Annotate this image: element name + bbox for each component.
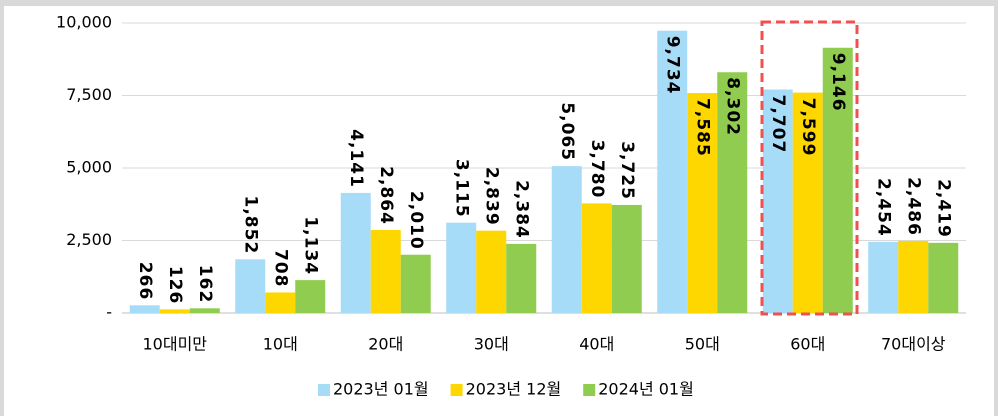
x-tick-label: 30대 bbox=[474, 335, 509, 354]
bar bbox=[400, 254, 431, 313]
legend-swatch bbox=[450, 384, 463, 396]
x-tick-label: 10대 bbox=[263, 335, 298, 354]
value-label: 2,486 bbox=[903, 177, 923, 236]
bar bbox=[868, 241, 899, 313]
bar bbox=[235, 259, 266, 313]
legend-swatch bbox=[318, 384, 330, 396]
value-label: 9,146 bbox=[828, 53, 848, 112]
bar bbox=[762, 89, 793, 313]
value-label: 3,115 bbox=[451, 159, 471, 218]
bar bbox=[792, 92, 823, 313]
bar bbox=[159, 309, 190, 313]
value-label: 2,839 bbox=[481, 167, 501, 226]
x-tick-label: 20대 bbox=[368, 335, 403, 354]
value-label: 3,725 bbox=[617, 141, 637, 200]
value-label: 2,454 bbox=[873, 178, 893, 237]
value-label: 266 bbox=[135, 262, 155, 301]
y-tick-label: 5,000 bbox=[66, 158, 112, 177]
bar bbox=[476, 230, 507, 313]
bar bbox=[898, 240, 929, 313]
value-label: 4,141 bbox=[346, 129, 366, 188]
highlight-box bbox=[760, 20, 859, 316]
value-label: 7,599 bbox=[798, 98, 818, 157]
value-label: 8,302 bbox=[722, 77, 742, 136]
x-tick-label: 60대 bbox=[790, 335, 825, 354]
value-label: 7,707 bbox=[768, 94, 788, 153]
bar bbox=[340, 192, 371, 313]
value-label: 7,585 bbox=[692, 98, 712, 157]
bar bbox=[611, 204, 642, 313]
bar bbox=[295, 280, 326, 313]
legend-label: 2023년 01월 bbox=[333, 380, 429, 399]
legend-label: 2023년 12월 bbox=[466, 380, 562, 399]
value-label: 2,010 bbox=[406, 191, 426, 250]
value-label: 3,780 bbox=[587, 140, 607, 199]
labels: 10대미만 266 126 162 10대 1,852 708 1,134 20대 4,141 2,… bbox=[135, 36, 954, 354]
frame-right bbox=[994, 0, 998, 416]
legend-swatch bbox=[583, 384, 596, 396]
value-label: 126 bbox=[165, 266, 185, 305]
y-tick-label: 2,500 bbox=[66, 230, 112, 249]
bar bbox=[687, 93, 718, 313]
bar bbox=[446, 222, 477, 313]
value-label: 5,065 bbox=[557, 102, 577, 161]
bar bbox=[506, 243, 537, 313]
grid: - 2,500 5,000 7,500 10,000 bbox=[56, 13, 966, 322]
value-label: 9,734 bbox=[662, 36, 682, 95]
x-tick-label: 70대이상 bbox=[881, 335, 946, 354]
bar bbox=[822, 47, 853, 314]
value-label: 2,384 bbox=[511, 180, 531, 239]
y-tick-label: 7,500 bbox=[66, 85, 112, 104]
legend: 2023년 01월 2023년 12월 2024년 01월 bbox=[318, 380, 694, 399]
x-tick-label: 40대 bbox=[579, 335, 614, 354]
bar bbox=[370, 229, 401, 313]
x-tick-label: 10대미만 bbox=[142, 335, 207, 354]
frame-top bbox=[0, 0, 998, 6]
frame-left bbox=[0, 0, 4, 416]
value-label: 162 bbox=[195, 265, 215, 304]
bar bbox=[265, 292, 296, 313]
legend-label: 2024년 01월 bbox=[598, 380, 694, 399]
value-label: 708 bbox=[270, 249, 290, 288]
x-tick-label: 50대 bbox=[685, 335, 720, 354]
bar bbox=[928, 242, 959, 313]
y-tick-label: 10,000 bbox=[56, 13, 112, 32]
bar bbox=[717, 72, 748, 313]
bar bbox=[551, 166, 582, 313]
value-label: 2,419 bbox=[933, 179, 953, 238]
value-label: 1,852 bbox=[240, 196, 260, 255]
value-label: 2,864 bbox=[376, 166, 396, 225]
bar bbox=[189, 308, 220, 313]
bar bbox=[657, 30, 688, 314]
y-tick-label: - bbox=[106, 303, 112, 322]
bar bbox=[129, 305, 160, 313]
bar bbox=[581, 203, 612, 313]
value-label: 1,134 bbox=[300, 216, 320, 275]
bars bbox=[129, 30, 959, 314]
